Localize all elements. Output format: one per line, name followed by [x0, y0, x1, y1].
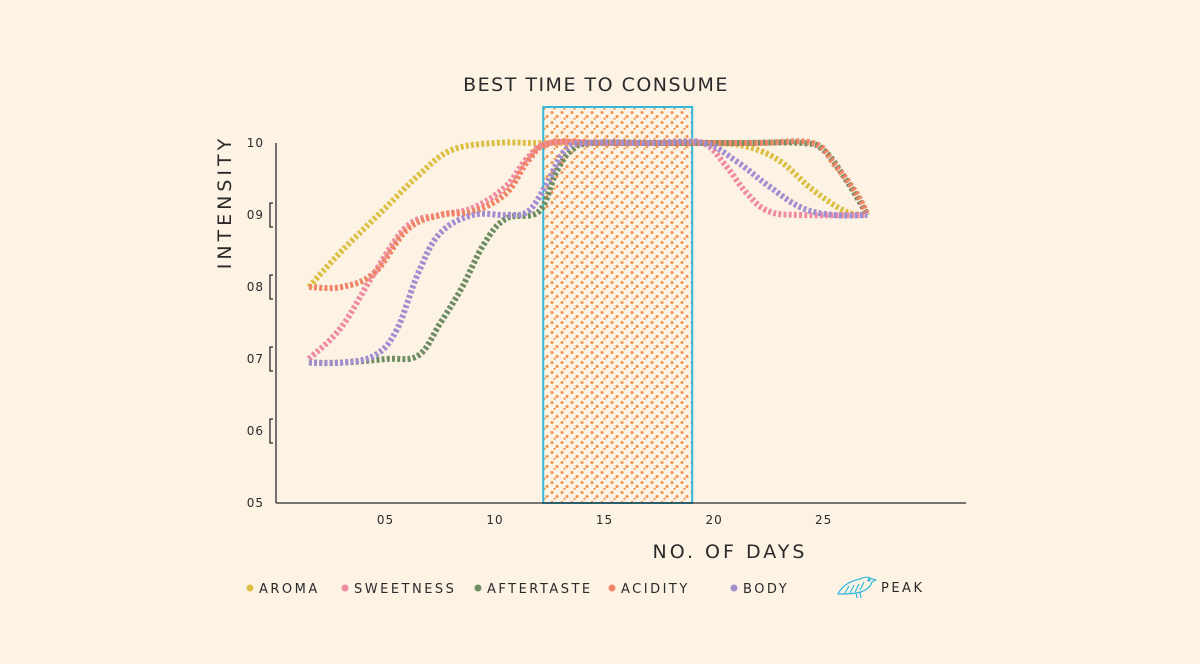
- legend-label-body: BODY: [743, 582, 789, 597]
- legend-swatch-aftertaste: [474, 584, 482, 592]
- y-axis-label: INTENSITY: [214, 135, 236, 270]
- legend-label-sweetness: SWEETNESS: [354, 582, 456, 597]
- y-axis-ticks: 05 06 07 08 09 10: [247, 136, 273, 510]
- bird-icon: [837, 576, 877, 599]
- x-axis-label: NO. OF DAYS: [653, 541, 808, 563]
- legend: AROMA SWEETNESS AFTERTASTE ACIDITY BODY: [246, 582, 789, 597]
- legend-item-acidity: ACIDITY: [608, 582, 690, 597]
- series-line-body: [308, 138, 868, 367]
- legend-item-aroma: AROMA: [246, 582, 320, 597]
- series-line-aftertaste: [308, 139, 870, 366]
- x-tick-label: 20: [705, 513, 722, 527]
- x-tick-label: 25: [815, 513, 832, 527]
- legend-item-body: BODY: [730, 582, 789, 597]
- y-tick-label: 06: [247, 424, 264, 438]
- legend-swatch-sweetness: [341, 584, 349, 592]
- chart-title: BEST TIME TO CONSUME: [463, 74, 729, 96]
- legend-swatch-acidity: [608, 584, 616, 592]
- series-line-sweetness: [306, 138, 868, 362]
- x-tick-label: 15: [596, 513, 613, 527]
- legend-swatch-body: [730, 584, 738, 592]
- y-tick-label: 05: [247, 496, 264, 510]
- x-tick-label: 05: [377, 513, 394, 527]
- y-tick-label: 08: [247, 280, 264, 294]
- y-tick-bracket: [269, 418, 273, 444]
- series-line-aroma: [306, 139, 868, 290]
- peak-range-band: [542, 106, 694, 504]
- legend-label-aroma: AROMA: [259, 582, 320, 597]
- y-tick-label: 10: [247, 136, 264, 150]
- legend-swatch-aroma: [246, 584, 254, 592]
- peak-legend-label: PEAK: [881, 581, 924, 596]
- legend-item-sweetness: SWEETNESS: [341, 582, 456, 597]
- legend-item-aftertaste: AFTERTASTE: [474, 582, 593, 597]
- peak-legend-item: PEAK: [837, 576, 924, 599]
- series-line-acidity: [308, 138, 871, 292]
- y-tick-bracket: [269, 202, 273, 228]
- y-tick-label: 07: [247, 352, 264, 366]
- legend-label-aftertaste: AFTERTASTE: [487, 582, 593, 597]
- y-tick-bracket: [269, 274, 273, 300]
- x-tick-label: 10: [486, 513, 503, 527]
- series-group: [306, 138, 871, 367]
- legend-label-acidity: ACIDITY: [621, 582, 690, 597]
- x-axis-ticks: 05 10 15 20 25: [377, 513, 832, 527]
- y-tick-bracket: [269, 346, 273, 372]
- y-tick-label: 09: [247, 208, 264, 222]
